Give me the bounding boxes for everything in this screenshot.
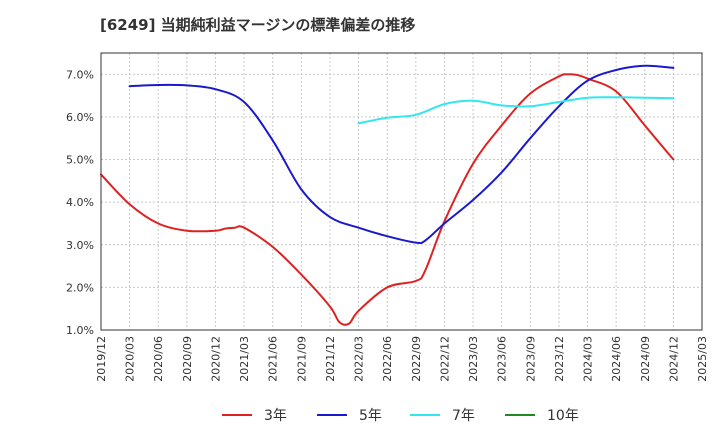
x-tick-label: 2022/06 xyxy=(381,336,394,382)
y-tick-label: 2.0% xyxy=(66,281,94,294)
series-line-7年 xyxy=(357,96,675,125)
x-tick-label: 2020/12 xyxy=(209,336,222,382)
x-tick-label: 2020/03 xyxy=(124,336,137,382)
x-tick-label: 2025/03 xyxy=(696,336,709,382)
x-tick-label: 2023/03 xyxy=(467,336,480,382)
x-tick-label: 2021/06 xyxy=(267,336,280,382)
legend-swatch xyxy=(222,414,252,416)
x-tick-label: 2022/03 xyxy=(353,336,366,382)
legend-label: 5年 xyxy=(359,408,382,424)
x-tick-label: 2023/09 xyxy=(524,336,537,382)
y-tick-label: 5.0% xyxy=(66,154,94,167)
series-line-5年 xyxy=(128,64,675,245)
y-tick-label: 4.0% xyxy=(66,196,94,209)
x-tick-label: 2022/12 xyxy=(438,336,451,382)
x-tick-label: 2020/09 xyxy=(181,336,194,382)
x-tick-label: 2021/12 xyxy=(324,336,337,382)
legend-label: 7年 xyxy=(452,408,475,424)
y-tick-label: 3.0% xyxy=(66,239,94,252)
grid-layer xyxy=(100,53,703,331)
legend: 3年 5年 7年 10年 xyxy=(0,403,720,427)
x-tick-label: 2019/12 xyxy=(95,336,108,382)
x-tick-label: 2021/09 xyxy=(295,336,308,382)
y-tick-label: 1.0% xyxy=(66,324,94,337)
x-tick-label: 2024/09 xyxy=(639,336,652,382)
legend-label: 3年 xyxy=(264,408,287,424)
x-tick-label: 2021/03 xyxy=(238,336,251,382)
series-layer xyxy=(100,64,675,326)
plot-frame xyxy=(100,52,703,331)
legend-swatch xyxy=(410,414,440,416)
x-tick-label: 2022/09 xyxy=(410,336,423,382)
y-tick-label: 6.0% xyxy=(66,111,94,124)
axis-layer: 2019/12 2020/03 2020/06 2020/09 2020/12 2021/… xyxy=(66,68,709,381)
series-line-3年 xyxy=(100,73,675,326)
legend-label: 10年 xyxy=(547,408,579,424)
x-tick-label: 2024/12 xyxy=(667,336,680,382)
x-tick-label: 2024/03 xyxy=(582,336,595,382)
x-tick-label: 2023/06 xyxy=(496,336,509,382)
legend-swatch xyxy=(317,414,347,416)
chart-title: [6249] 当期純利益マージンの標準偏差の推移 xyxy=(100,16,416,34)
x-tick-label: 2024/06 xyxy=(610,336,623,382)
x-tick-label: 2023/12 xyxy=(553,336,566,382)
legend-swatch xyxy=(505,414,535,416)
x-tick-label: 2020/06 xyxy=(152,336,165,382)
y-tick-label: 7.0% xyxy=(66,68,94,81)
